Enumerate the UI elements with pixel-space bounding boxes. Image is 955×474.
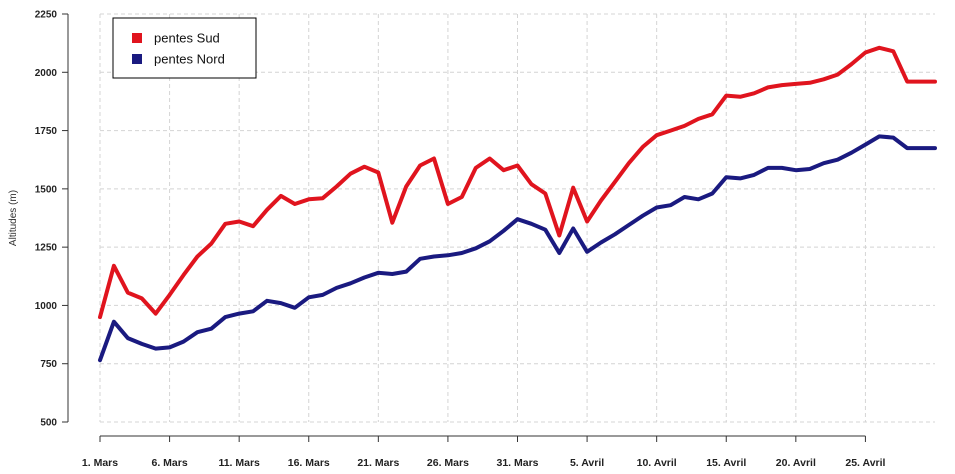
y-tick-label: 1500 <box>35 184 58 195</box>
x-tick-label: 26. Mars <box>427 457 469 469</box>
x-ticks: 1. Mars 6. Mars 11. Mars 16. Mars 21. Mars 26… <box>82 436 886 469</box>
grid-lines <box>99 13 935 423</box>
legend-label: pentes Sud <box>154 31 220 46</box>
legend: pentes Sud pentes Nord <box>112 17 257 79</box>
y-tick-label: 500 <box>40 418 57 429</box>
legend-items: pentes Sud pentes Nord <box>132 31 225 67</box>
x-tick-label: 1. Mars <box>82 457 118 469</box>
series-lines <box>98 45 937 363</box>
y-tick-label: 2000 <box>35 68 58 79</box>
y-tick-label: 1250 <box>35 243 58 254</box>
x-tick-label: 15. Avril <box>706 457 746 469</box>
x-tick-label: 5. Avril <box>570 457 604 469</box>
x-tick-label: 10. Avril <box>637 457 677 469</box>
x-tick-label: 6. Mars <box>151 457 187 469</box>
legend-label: pentes Nord <box>154 52 225 67</box>
y-ticks: 500 750 1000 1250 1500 1750 2000 2250 <box>35 10 68 429</box>
y-axis-label: Altitudes (m) <box>8 190 19 246</box>
axes <box>67 14 866 437</box>
legend-box <box>112 17 257 79</box>
y-tick-label: 750 <box>40 359 57 370</box>
series-line-pentes-nord <box>98 134 937 363</box>
series-line-pentes-sud <box>98 45 937 320</box>
x-tick-label: 11. Mars <box>218 457 260 469</box>
legend-swatch <box>132 33 142 43</box>
x-tick-label: 31. Mars <box>496 457 538 469</box>
x-tick-label: 16. Mars <box>288 457 330 469</box>
y-tick-label: 1000 <box>35 301 58 312</box>
x-tick-label: 20. Avril <box>776 457 816 469</box>
x-tick-label: 25. Avril <box>845 457 885 469</box>
y-tick-label: 2250 <box>35 10 58 21</box>
y-tick-label: 1750 <box>35 126 58 137</box>
x-tick-label: 21. Mars <box>357 457 399 469</box>
legend-swatch <box>132 54 142 64</box>
